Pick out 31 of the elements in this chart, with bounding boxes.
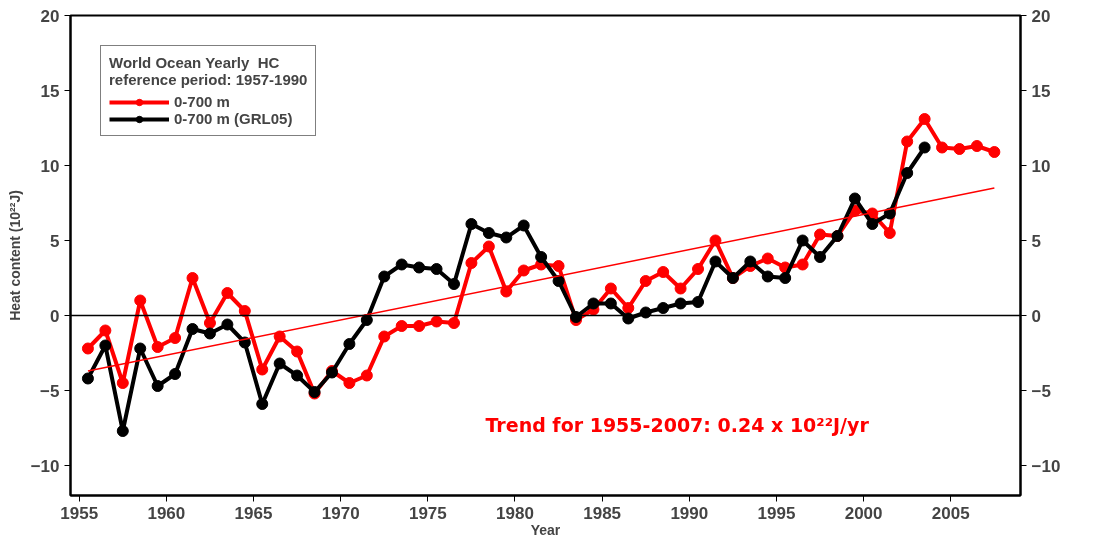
y2-tick-label: 15 bbox=[1031, 81, 1051, 101]
y-tick-label: 0 bbox=[50, 306, 60, 326]
x-tick-label: 1960 bbox=[147, 503, 186, 523]
legend-title: World Ocean Yearly HC reference period: 1957-1990 bbox=[109, 54, 308, 88]
y-tick-label: 15 bbox=[40, 81, 60, 101]
y-tick-label: 5 bbox=[50, 231, 60, 251]
x-tick-label: 1970 bbox=[321, 503, 360, 523]
x-tick-label: 1975 bbox=[408, 503, 447, 523]
x-tick-label: 1965 bbox=[234, 503, 273, 523]
x-tick-label: 2000 bbox=[844, 503, 883, 523]
y2-tick-label: −10 bbox=[1031, 456, 1061, 476]
y2-tick-label: 10 bbox=[1031, 156, 1051, 176]
y-tick-label: −5 bbox=[40, 381, 60, 401]
y2-tick-label: −5 bbox=[1031, 381, 1051, 401]
x-tick-label: 1990 bbox=[670, 503, 709, 523]
x-tick-label: 1955 bbox=[60, 503, 99, 523]
y-axis-title: Heat content (10²²J) bbox=[6, 190, 23, 321]
x-tick-label: 1995 bbox=[757, 503, 796, 523]
x-tick-label: 1985 bbox=[583, 503, 622, 523]
y-tick-label: 10 bbox=[40, 156, 60, 176]
y2-tick-label: 5 bbox=[1031, 231, 1041, 251]
x-tick-label: 2005 bbox=[931, 503, 970, 523]
x-tick-label: 1980 bbox=[496, 503, 534, 523]
y-tick-label: −10 bbox=[30, 456, 60, 476]
legend-label: 0-700 m (GRL05) bbox=[174, 110, 293, 127]
legend-label: 0-700 m bbox=[174, 93, 230, 110]
x-axis-title: Year bbox=[530, 521, 561, 538]
annotation: Trend for 1955-2007: 0.24 x 10²²J/yr bbox=[485, 413, 870, 436]
y-tick-label: 20 bbox=[40, 6, 60, 26]
y2-tick-label: 20 bbox=[1031, 6, 1051, 26]
y2-tick-label: 0 bbox=[1031, 306, 1041, 326]
